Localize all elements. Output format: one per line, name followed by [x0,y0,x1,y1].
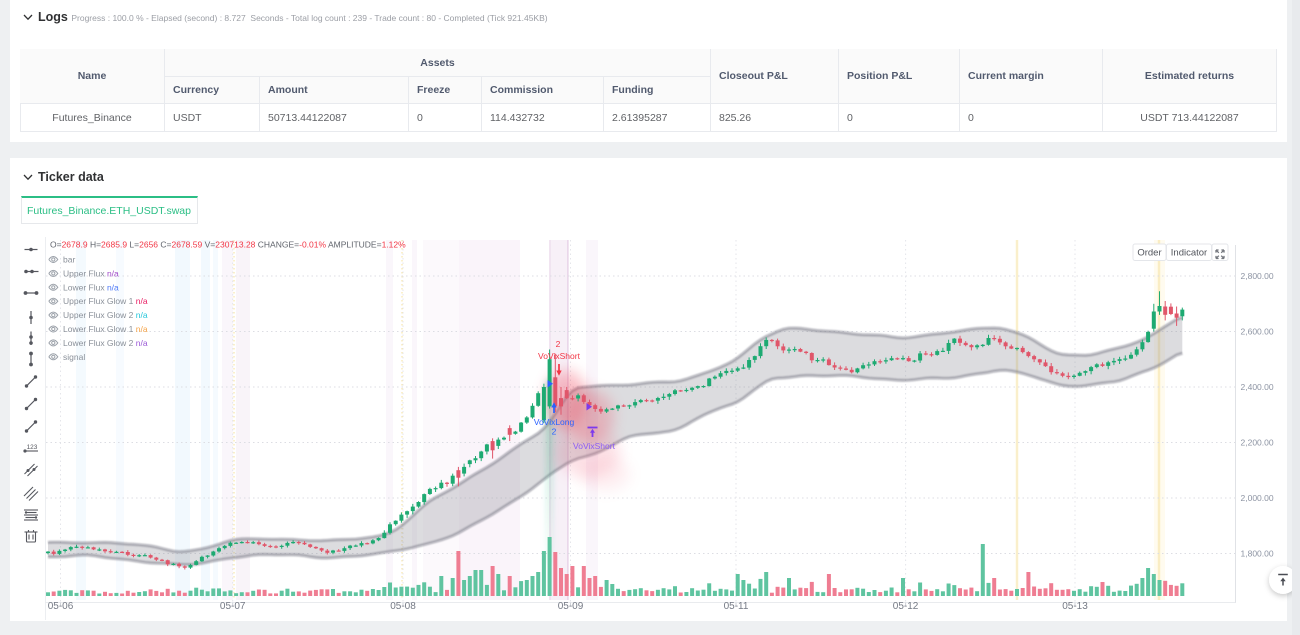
svg-text:2,800.00: 2,800.00 [1241,271,1274,281]
svg-text:Upper Flux Glow 2 n/a: Upper Flux Glow 2 n/a [63,310,148,320]
svg-text:2,000.00: 2,000.00 [1241,493,1274,503]
svg-text:O=2678.9 H=2685.9 L=2656 C=267: O=2678.9 H=2685.9 L=2656 C=2678.59 V=230… [50,240,406,250]
svg-text:Indicator: Indicator [1171,248,1207,259]
svg-text:2,400.00: 2,400.00 [1241,382,1274,392]
svg-text:signal: signal [63,352,85,362]
svg-text:Upper Flux Glow 1 n/a: Upper Flux Glow 1 n/a [63,296,148,306]
svg-text:Order: Order [1137,248,1161,259]
svg-text:05-06: 05-06 [48,601,74,612]
svg-text:Lower Flux Glow 1 n/a: Lower Flux Glow 1 n/a [63,324,148,334]
svg-text:2,200.00: 2,200.00 [1241,438,1274,448]
svg-text:05-12: 05-12 [893,601,919,612]
svg-text:2,600.00: 2,600.00 [1241,327,1274,337]
svg-text:Lower Flux n/a: Lower Flux n/a [63,282,119,292]
svg-text:1,800.00: 1,800.00 [1241,549,1274,559]
svg-text:05-11: 05-11 [724,601,749,612]
svg-text:05-09: 05-09 [558,601,584,612]
svg-text:Upper Flux n/a: Upper Flux n/a [63,268,119,278]
svg-text:Lower Flux Glow 2 n/a: Lower Flux Glow 2 n/a [63,338,148,348]
svg-text:VoVixShort: VoVixShort [538,351,581,361]
svg-text:VoVixShort: VoVixShort [573,441,616,451]
svg-text:05-13: 05-13 [1062,601,1088,612]
svg-text:05-08: 05-08 [390,601,416,612]
svg-text:bar: bar [63,255,75,265]
svg-text:2: 2 [556,339,561,349]
svg-text:05-07: 05-07 [220,601,246,612]
svg-text:2: 2 [552,427,557,437]
svg-text:VoVixLong: VoVixLong [534,417,575,427]
svg-text:123: 123 [27,444,38,451]
